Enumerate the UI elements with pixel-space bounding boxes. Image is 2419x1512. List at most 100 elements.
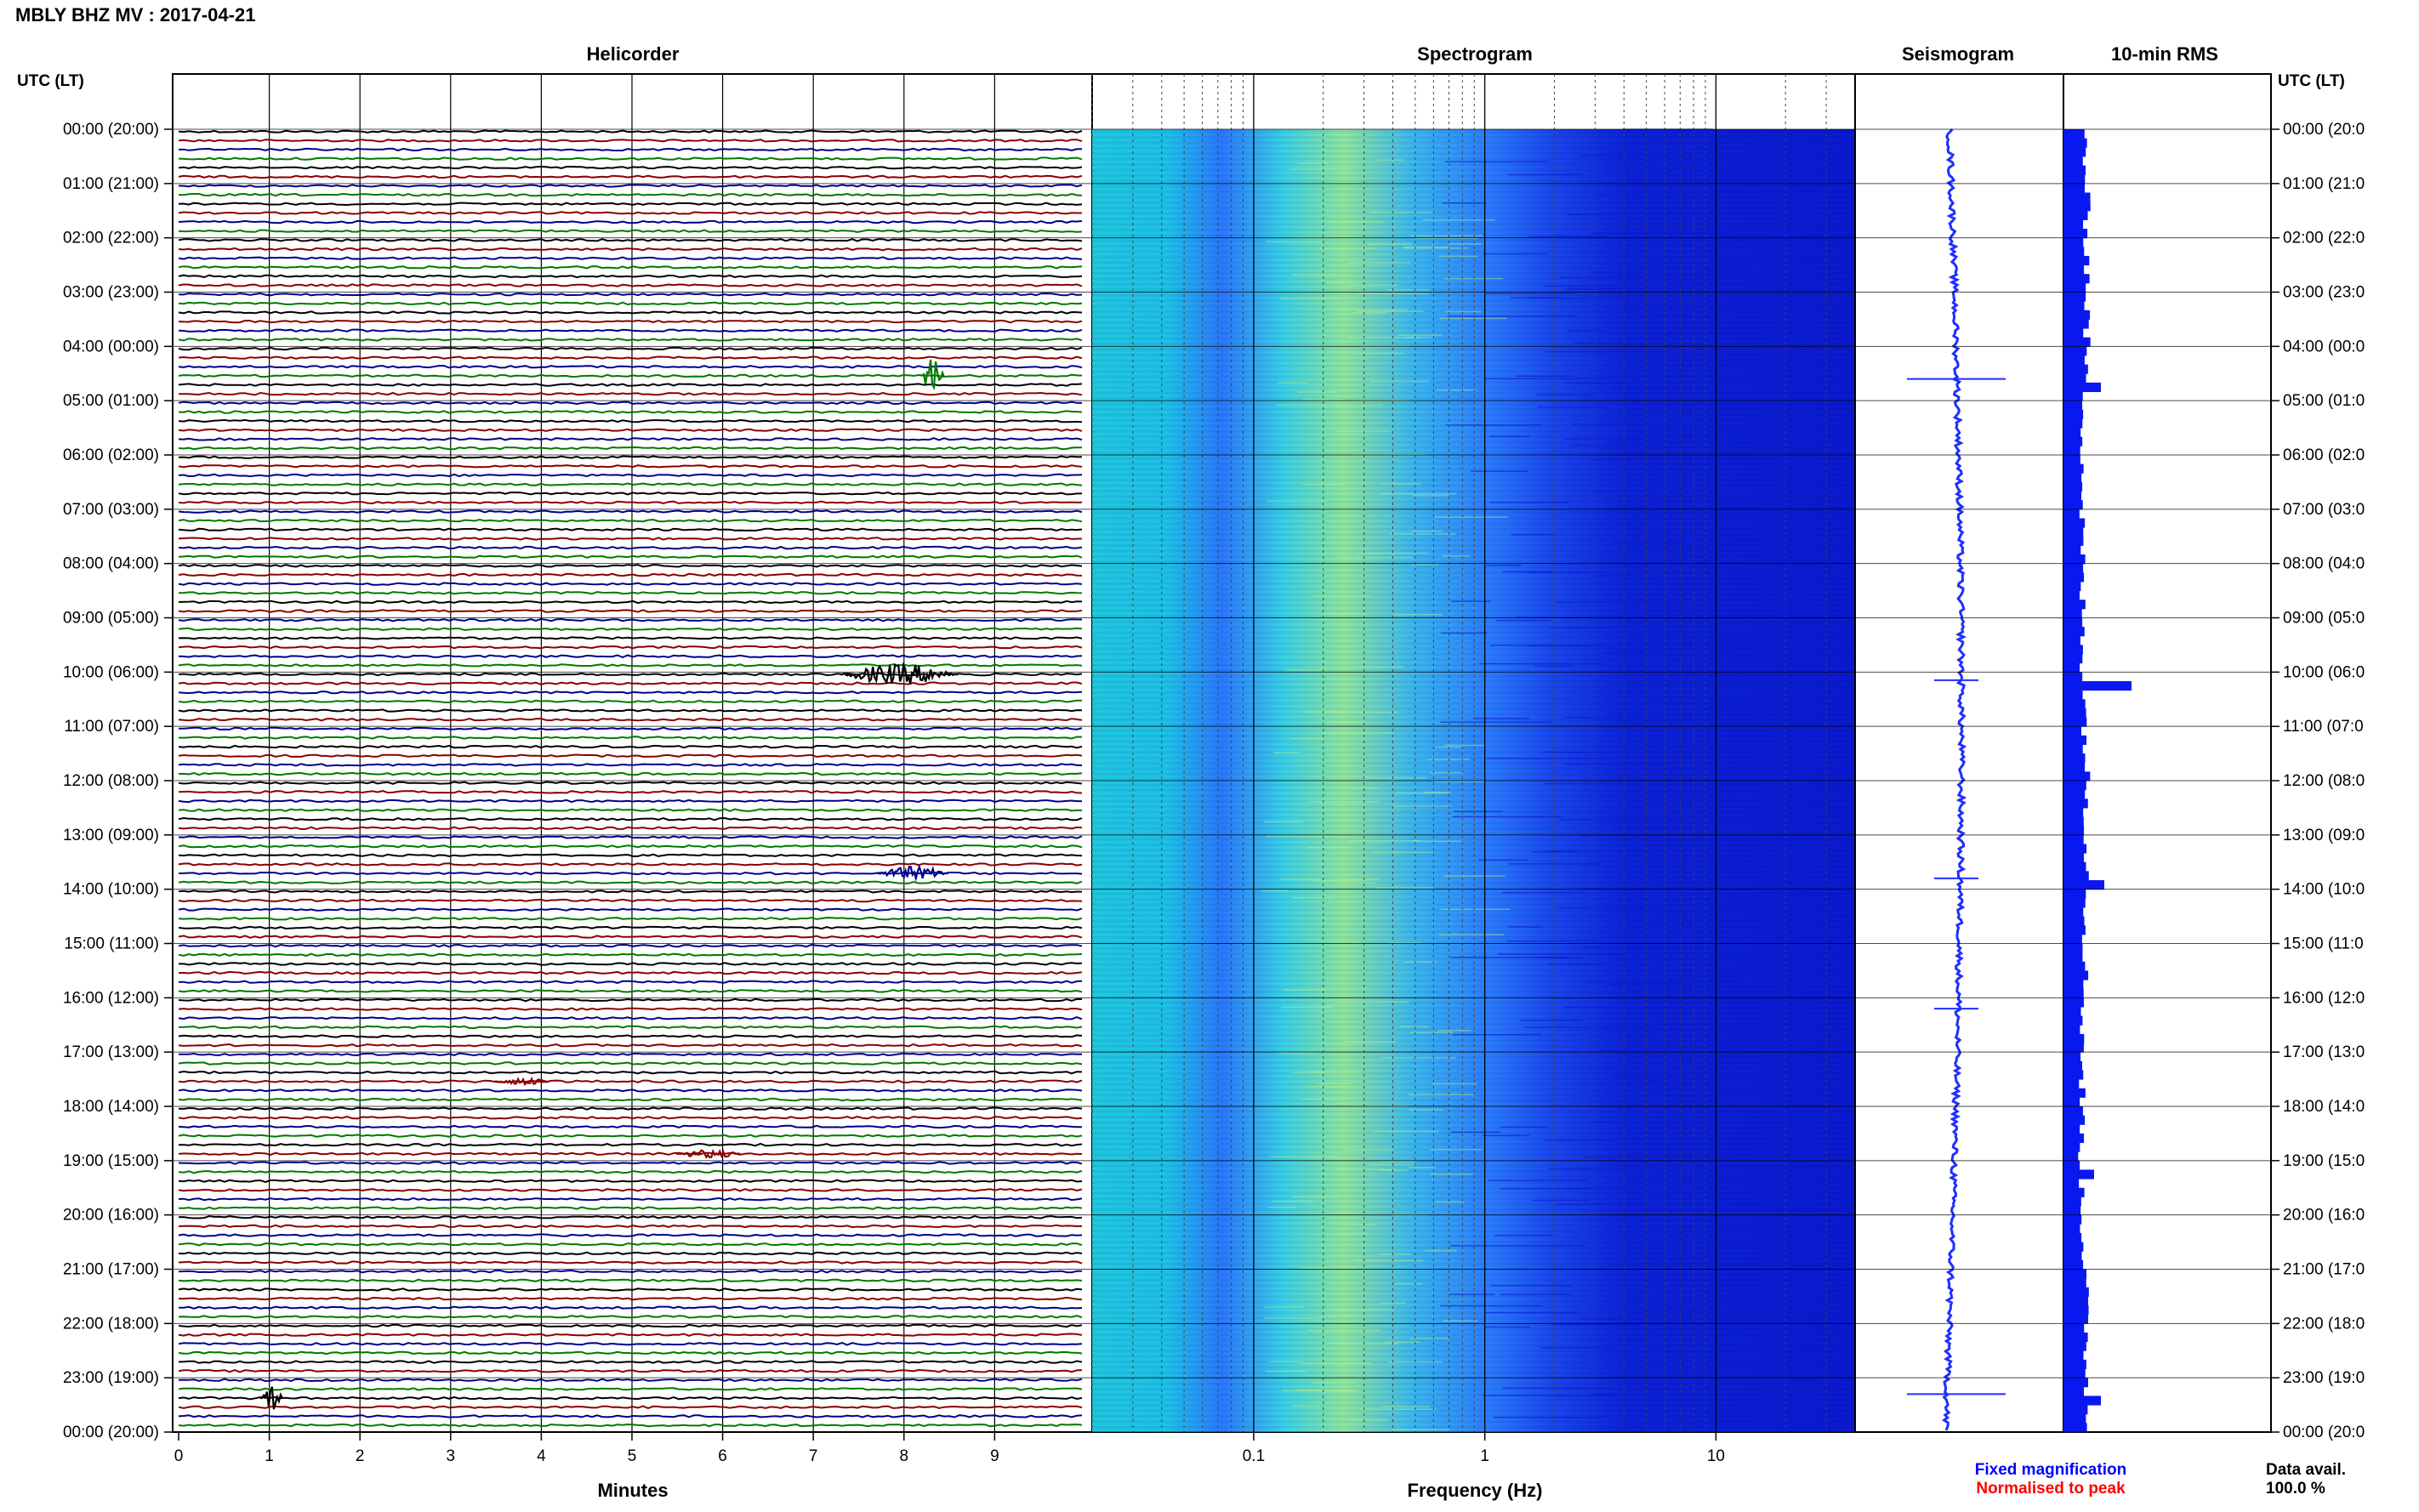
hour-label-right: 12:00 (08:0 (2283, 772, 2365, 790)
helicorder-event (840, 662, 959, 685)
helicorder-trace (178, 1315, 1083, 1319)
rms-title: 10-min RMS (2111, 43, 2218, 65)
hour-label-right: 10:00 (06:0 (2283, 663, 2365, 681)
helicorder-trace (178, 265, 1083, 270)
helicorder-trace (178, 1124, 1082, 1129)
rms-bar (2063, 1332, 2088, 1343)
helicorder-trace (178, 338, 1083, 342)
helicorder-trace (178, 1106, 1083, 1111)
rms-bar (2063, 391, 2083, 401)
helicorder-trace (178, 844, 1083, 849)
rms-bar (2063, 219, 2084, 230)
helicorder-trace (178, 681, 1083, 685)
helicorder-trace (178, 1089, 1083, 1093)
helicorder-trace (178, 952, 1083, 958)
rms-bar (2063, 310, 2091, 320)
helicorder-trace (178, 328, 1083, 333)
frequency-tick-label: 0.1 (1243, 1447, 1265, 1465)
rms-bar (2063, 1187, 2085, 1197)
rms-bar (2063, 844, 2087, 854)
rms-bar (2063, 1224, 2080, 1234)
rms-bar (2063, 1060, 2082, 1071)
spectrogram-panel: 0.1 1 10 (1091, 73, 1944, 1465)
frequency-tick-label: 10 (1707, 1447, 1725, 1465)
hour-label-left: 00:00 (20:00) (63, 121, 159, 139)
rms-bar (2063, 1015, 2083, 1026)
rms-bar (2063, 680, 2132, 691)
rms-bar (2063, 861, 2086, 872)
hour-label-right: 22:00 (18:0 (2283, 1315, 2365, 1333)
seismogram-frame (1854, 73, 2064, 1433)
hour-label-left: 09:00 (05:00) (63, 610, 159, 628)
rms-bar (2063, 1142, 2080, 1152)
helicorder-trace (178, 617, 1083, 622)
rms-bar (2063, 662, 2080, 673)
helicorder-trace (178, 799, 1083, 804)
rms-bar (2063, 527, 2084, 537)
helicorder-title: Helicorder (587, 43, 680, 65)
rms-bar (2063, 672, 2083, 682)
helicorder-trace (178, 935, 1083, 939)
rms-bar (2063, 1350, 2084, 1361)
helicorder-trace (178, 1368, 1083, 1373)
rms-panel (2063, 73, 2272, 1433)
rms-bar (2063, 1052, 2081, 1062)
rms-bar (2063, 1070, 2084, 1080)
rms-bar (2063, 581, 2081, 592)
rms-bar (2063, 753, 2086, 764)
hour-label-left: 08:00 (04:00) (63, 555, 159, 573)
helicorder-trace (178, 816, 1083, 821)
hour-label-left: 16:00 (12:00) (63, 989, 159, 1007)
frequency-tick-label: 1 (1480, 1447, 1489, 1465)
helicorder-trace (178, 537, 1083, 541)
helicorder-trace (178, 980, 1083, 984)
rms-bar (2063, 382, 2101, 393)
rms-bar (2063, 1160, 2080, 1170)
helicorder-trace (178, 1179, 1083, 1184)
helicorder-trace (178, 917, 1083, 921)
utc-label-right: UTC (LT) (2278, 72, 2345, 90)
rms-bar (2063, 816, 2084, 827)
helicorder-trace (178, 165, 1083, 170)
helicorder-trace (178, 835, 1083, 839)
minutes-tick-label: 3 (447, 1447, 456, 1465)
rms-bar (2063, 590, 2080, 600)
helicorder-trace (178, 808, 1083, 812)
helicorder-trace (178, 654, 1083, 658)
hour-label-left: 12:00 (08:00) (63, 772, 159, 790)
rms-bar (2063, 771, 2091, 782)
rms-bar (2063, 690, 2083, 700)
helicorder-trace (178, 1378, 1083, 1383)
minutes-tick-label: 0 (174, 1447, 184, 1465)
helicorder-trace (178, 1169, 1083, 1174)
helicorder-event (875, 864, 948, 883)
rms-bar (2063, 183, 2086, 193)
helicorder-trace (179, 962, 1083, 966)
figure-title: MBLY BHZ MV : 2017-04-21 (15, 4, 255, 26)
rms-bar (2063, 834, 2084, 844)
rms-bar (2063, 418, 2083, 429)
rms-bar (2063, 1305, 2089, 1316)
hour-label-right: 08:00 (04:0 (2283, 555, 2365, 573)
helicorder-trace (178, 781, 1083, 785)
hour-label-left: 11:00 (07:00) (64, 718, 159, 736)
helicorder-trace (178, 292, 1083, 297)
helicorder-trace (178, 572, 1083, 577)
hour-label-right: 00:00 (20:0 (2283, 1424, 2365, 1441)
rms-bar (2063, 807, 2084, 818)
minutes-tick-label: 8 (900, 1447, 909, 1465)
helicorder-trace (178, 1387, 1083, 1391)
minutes-tick-label: 4 (537, 1447, 546, 1465)
helicorder-trace (178, 1034, 1083, 1038)
hour-label-right: 04:00 (00:0 (2283, 338, 2365, 355)
helicorder-trace (178, 1007, 1083, 1011)
rms-bar (2063, 735, 2087, 745)
helicorder-trace (178, 636, 1083, 640)
hour-label-left: 04:00 (00:00) (63, 338, 159, 355)
rms-bar (2063, 292, 2086, 302)
helicorder-trace (178, 663, 1083, 668)
hour-label-right: 03:00 (23:0 (2283, 284, 2365, 302)
rms-bar (2063, 436, 2083, 446)
rms-bar (2063, 799, 2088, 809)
rms-bar (2063, 1423, 2087, 1433)
